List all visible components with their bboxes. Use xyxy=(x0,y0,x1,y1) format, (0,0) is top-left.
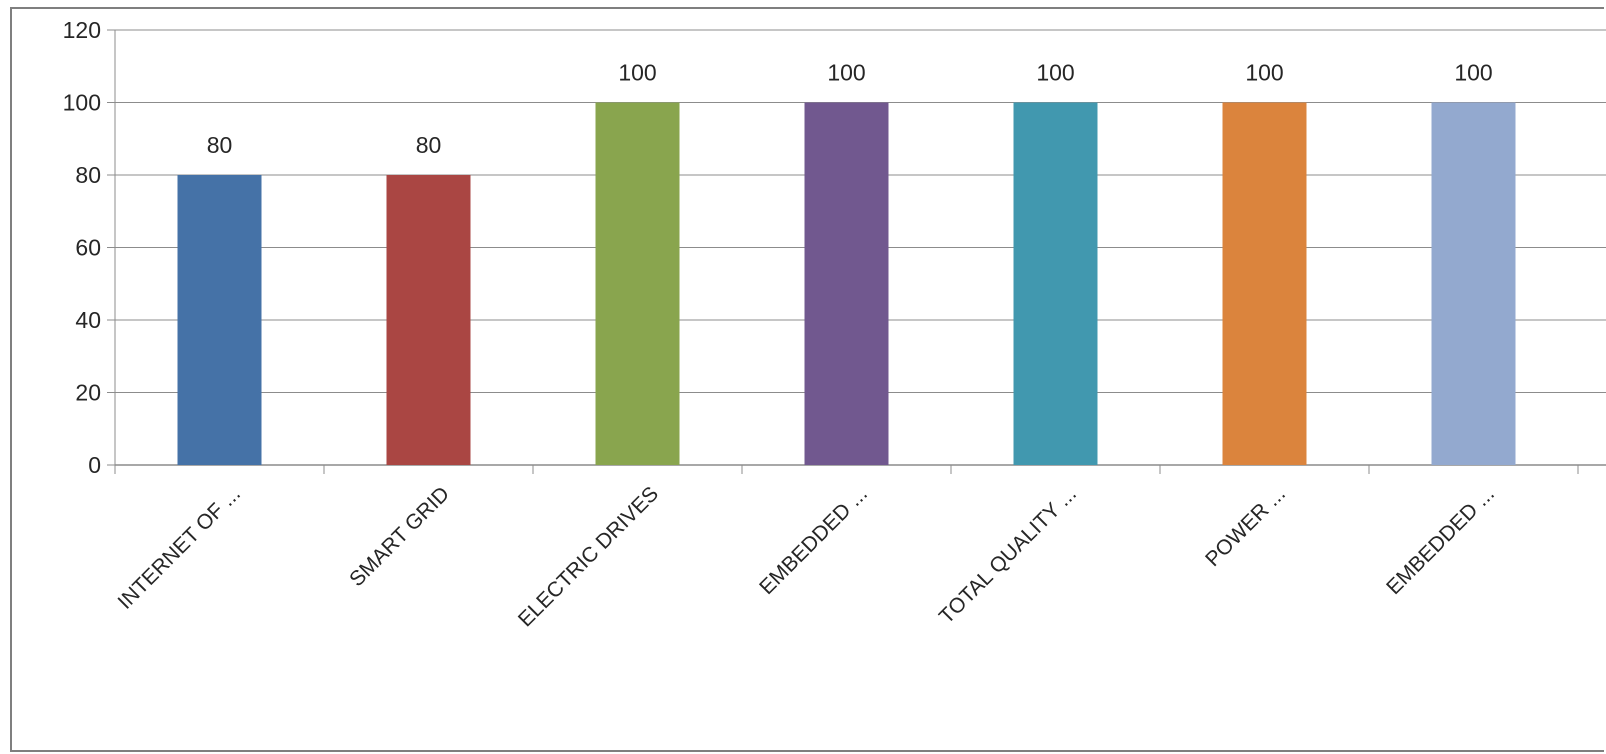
y-tick-label: 60 xyxy=(75,235,101,261)
x-category-label-1: INTERNET OF ... xyxy=(114,482,245,613)
x-category-label-5: TOTAL QUALITY ... xyxy=(935,482,1081,628)
y-tick-label: 120 xyxy=(63,17,101,43)
bar-5 xyxy=(1013,102,1098,465)
y-tick-label: 40 xyxy=(75,307,101,333)
x-category-label-2: SMART GRID xyxy=(345,482,454,591)
x-category-label-3: ELECTRIC DRIVES xyxy=(514,482,663,631)
bars xyxy=(177,102,1516,465)
data-label-7: 100 xyxy=(1454,60,1492,86)
y-axis-tick-labels: 0 20 40 60 80 100 120 xyxy=(63,17,101,478)
y-tick-label: 100 xyxy=(63,90,101,116)
data-label-1: 80 xyxy=(207,132,233,158)
x-category-label-7: EMBEDDED ... xyxy=(1382,482,1499,599)
y-tick-label: 80 xyxy=(75,162,101,188)
y-tick-label: 0 xyxy=(88,452,101,478)
bar-7 xyxy=(1431,102,1516,465)
data-label-3: 100 xyxy=(618,60,656,86)
bar-1 xyxy=(177,175,262,465)
bar-3 xyxy=(595,102,680,465)
bar-4 xyxy=(804,102,889,465)
x-axis-category-labels: INTERNET OF ... SMART GRID ELECTRIC DRIVES… xyxy=(114,482,1499,631)
bar-2 xyxy=(386,175,471,465)
data-label-2: 80 xyxy=(416,132,442,158)
x-category-label-4: EMBEDDED ... xyxy=(755,482,872,599)
y-tick-label: 20 xyxy=(75,380,101,406)
data-label-4: 100 xyxy=(827,60,865,86)
x-category-label-6: POWER ... xyxy=(1201,482,1290,571)
data-label-5: 100 xyxy=(1036,60,1074,86)
data-labels: 80 80 100 100 100 100 100 xyxy=(207,60,1493,159)
bar-6 xyxy=(1222,102,1307,465)
data-label-6: 100 xyxy=(1245,60,1283,86)
